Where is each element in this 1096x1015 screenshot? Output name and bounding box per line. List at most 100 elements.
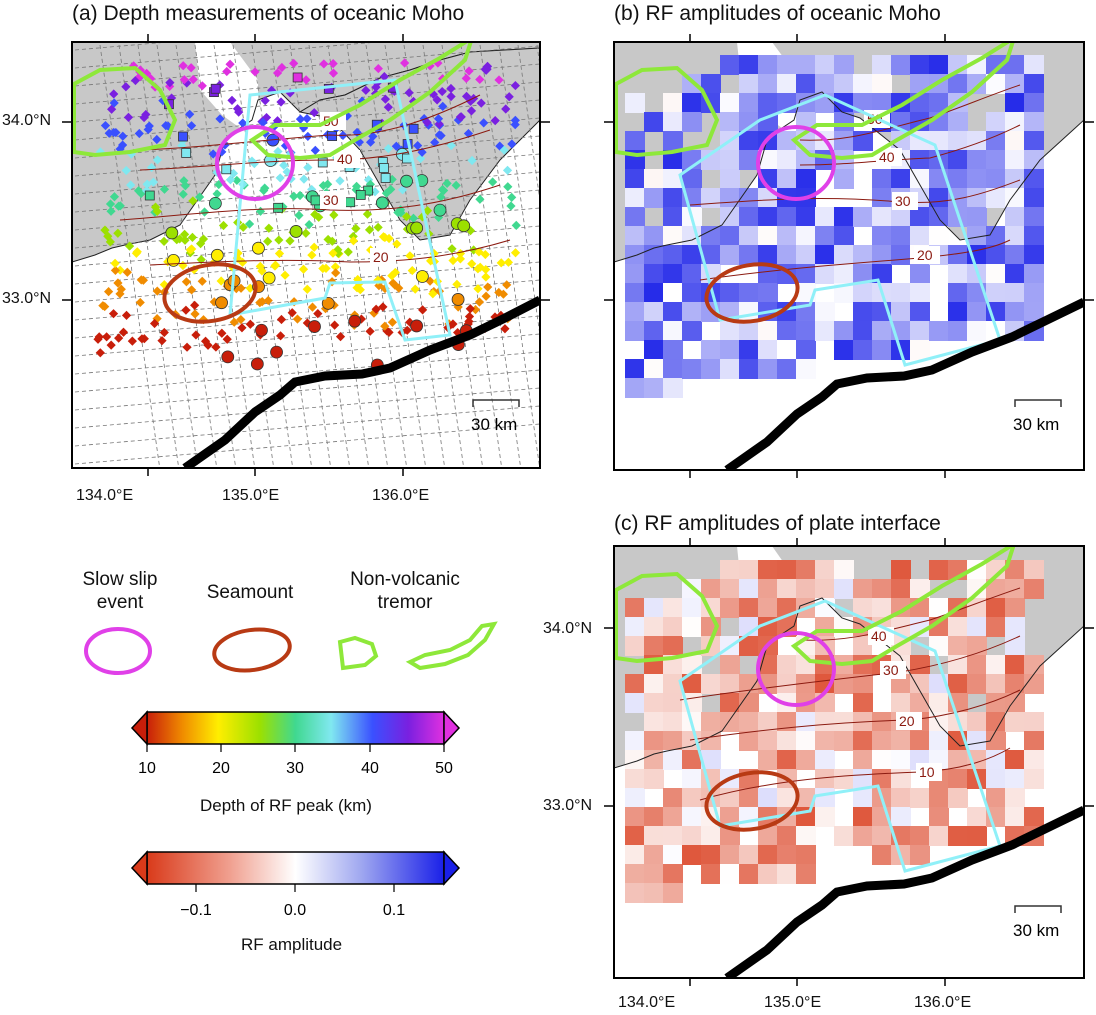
- amplitude-cell: [1024, 245, 1044, 265]
- depth-marker: [479, 118, 489, 128]
- amplitude-cell: [758, 579, 778, 599]
- amplitude-cell: [853, 131, 873, 151]
- amplitude-cell: [739, 359, 759, 379]
- depth-marker: [285, 236, 295, 246]
- depth-marker: [275, 173, 285, 183]
- amplitude-cell: [891, 560, 911, 580]
- amplitude-cell: [853, 264, 873, 284]
- colorbar-depth-tick: 10: [138, 760, 156, 777]
- amplitude-cell: [682, 750, 702, 770]
- amplitude-cell: [739, 579, 759, 599]
- depth-marker: [185, 245, 195, 255]
- depth-marker: [188, 196, 198, 206]
- amplitude-cell: [834, 226, 854, 246]
- legend-slow-slip-label: Slow slip event: [82, 569, 158, 613]
- amplitude-cell: [758, 788, 778, 808]
- depth-marker: [165, 78, 175, 88]
- panel-b-scale-label: 30 km: [1013, 415, 1059, 434]
- amplitude-cell: [910, 340, 930, 360]
- depth-marker: [208, 149, 218, 159]
- amplitude-cell: [967, 655, 987, 675]
- amplitude-cell: [872, 340, 892, 360]
- depth-marker: [263, 295, 273, 306]
- contour-label: 40: [879, 149, 895, 165]
- depth-marker: [351, 223, 361, 234]
- depth-marker: [371, 304, 381, 314]
- amplitude-cell: [834, 264, 854, 284]
- amplitude-cell: [910, 845, 930, 865]
- depth-marker: [152, 155, 163, 165]
- amplitude-cell: [796, 674, 816, 694]
- depth-marker: [502, 280, 512, 290]
- depth-marker: [437, 86, 447, 97]
- depth-marker: [383, 102, 393, 112]
- amplitude-cell: [720, 674, 740, 694]
- depth-marker: [113, 228, 123, 238]
- amplitude-cell: [1024, 655, 1044, 675]
- depth-marker: [387, 317, 398, 327]
- depth-marker: [313, 309, 323, 319]
- amplitude-cell: [1005, 712, 1025, 732]
- colorbar-depth-label: Depth of RF peak (km): [200, 796, 372, 815]
- amplitude-cell: [948, 826, 968, 846]
- contour-label: 40: [337, 151, 353, 167]
- amplitude-cell: [720, 655, 740, 675]
- amplitude-cell: [929, 321, 949, 341]
- panel-c-title: (c) RF amplitudes of plate interface: [614, 512, 941, 535]
- panel-a-lat-33: 33.0°N: [2, 290, 52, 307]
- amplitude-cell: [625, 93, 645, 113]
- amplitude-cell: [796, 55, 816, 75]
- amplitude-cell: [1024, 207, 1044, 227]
- depth-marker: [294, 210, 304, 220]
- station-circle: [215, 296, 228, 310]
- depth-marker: [238, 118, 248, 128]
- depth-marker: [279, 160, 289, 170]
- amplitude-cell: [872, 226, 892, 246]
- amplitude-cell: [1005, 750, 1025, 770]
- amplitude-cell: [948, 617, 968, 637]
- amplitude-cell: [853, 302, 873, 322]
- depth-marker: [190, 300, 200, 310]
- amplitude-cell: [720, 693, 740, 713]
- depth-marker: [433, 114, 444, 124]
- amplitude-cell: [758, 560, 778, 580]
- depth-marker: [391, 141, 401, 151]
- amplitude-cell: [834, 169, 854, 189]
- depth-marker: [475, 194, 485, 204]
- depth-marker: [113, 278, 123, 288]
- depth-marker: [507, 192, 517, 202]
- amplitude-cell: [701, 340, 721, 360]
- amplitude-cell: [815, 74, 835, 94]
- depth-marker: [187, 232, 198, 242]
- depth-marker: [273, 146, 283, 157]
- depth-marker: [467, 259, 477, 269]
- amplitude-cell: [1024, 226, 1044, 246]
- depth-marker: [483, 282, 493, 292]
- amplitude-cell: [663, 150, 683, 170]
- panel-b-contour-labels: 50 40 30 20: [864, 110, 940, 264]
- depth-marker: [335, 332, 346, 342]
- amplitude-cell: [739, 226, 759, 246]
- contour-label: 30: [883, 662, 899, 678]
- colorbar-amp-tick: 0.0: [284, 902, 306, 919]
- amplitude-cell: [777, 169, 797, 189]
- amplitude-cell: [872, 245, 892, 265]
- amplitude-cell: [891, 207, 911, 227]
- depth-marker: [152, 286, 162, 296]
- depth-marker: [448, 319, 458, 329]
- depth-marker: [225, 175, 236, 185]
- amplitude-cell: [644, 750, 664, 770]
- amplitude-cell: [796, 560, 816, 580]
- depth-marker: [299, 174, 309, 184]
- amplitude-cell: [986, 283, 1006, 303]
- depth-marker: [222, 66, 232, 77]
- amplitude-cell: [777, 55, 797, 75]
- amplitude-cell: [910, 302, 930, 322]
- amplitude-cell: [777, 864, 797, 884]
- station-circle: [289, 225, 303, 238]
- amplitude-cell: [1005, 264, 1025, 284]
- amplitude-cell: [625, 883, 645, 903]
- amplitude-cell: [663, 617, 683, 637]
- depth-marker: [238, 222, 248, 232]
- depth-marker: [432, 95, 442, 105]
